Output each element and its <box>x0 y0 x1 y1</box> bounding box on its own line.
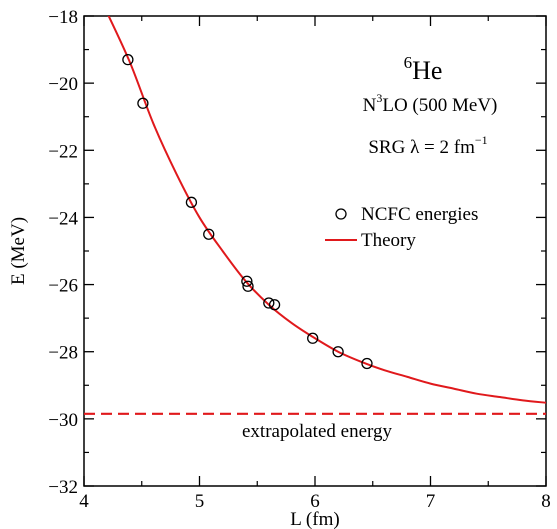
ncfc-data-point <box>268 299 281 311</box>
ncfc-data-point <box>263 297 275 309</box>
ncfc-data-point <box>242 280 254 292</box>
y-tick-label: −30 <box>48 410 78 431</box>
y-tick-label: −32 <box>48 477 78 498</box>
y-tick-label: −26 <box>48 276 78 297</box>
theory-curve <box>107 16 546 404</box>
y-tick-label: −20 <box>48 74 78 95</box>
ncfc-data-point <box>332 346 344 358</box>
legend-marker-ncfc <box>335 208 347 220</box>
x-tick-label: 5 <box>195 491 205 512</box>
nucleus-symbol: He <box>412 56 442 85</box>
ncfc-data-point <box>203 228 215 240</box>
interaction-label: N3LO (500 MeV) <box>363 91 498 116</box>
legend: NCFC energies Theory <box>325 204 478 251</box>
series-layer <box>84 16 546 415</box>
axis-tick-labels: 4 5 6 7 8 −32 −30 −28 −26 −24 −22 −20 −18 <box>48 7 550 512</box>
x-tick-label: 4 <box>79 491 89 512</box>
axis-ticks <box>83 15 547 487</box>
ncfc-data-point <box>122 53 134 66</box>
ncfc-data-point <box>241 275 253 287</box>
legend-label-theory: Theory <box>361 230 416 251</box>
y-tick-label: −28 <box>48 343 78 364</box>
ncfc-data-point <box>361 357 373 370</box>
x-tick-label: 7 <box>426 491 436 512</box>
nucleus-label: 6He <box>404 53 443 85</box>
x-axis-label: L (fm) <box>290 509 339 529</box>
y-axis-label: E (MeV) <box>8 217 29 285</box>
legend-label-ncfc: NCFC energies <box>361 204 478 225</box>
ncfc-data-point <box>137 97 149 109</box>
ncfc-data-point <box>307 332 319 344</box>
plot-frame <box>83 15 547 487</box>
x-tick-label: 8 <box>541 491 551 512</box>
y-tick-label: −24 <box>48 208 78 229</box>
extrapolated-energy-label: extrapolated energy <box>242 421 392 442</box>
ncfc-data-point <box>185 196 198 208</box>
x-tick-label: 6 <box>310 491 320 512</box>
y-tick-label: −22 <box>48 141 78 162</box>
srg-label: SRG λ = 2 fm−1 <box>368 133 487 158</box>
y-tick-label: −18 <box>48 7 78 28</box>
nucleus-mass-number: 6 <box>404 53 413 72</box>
